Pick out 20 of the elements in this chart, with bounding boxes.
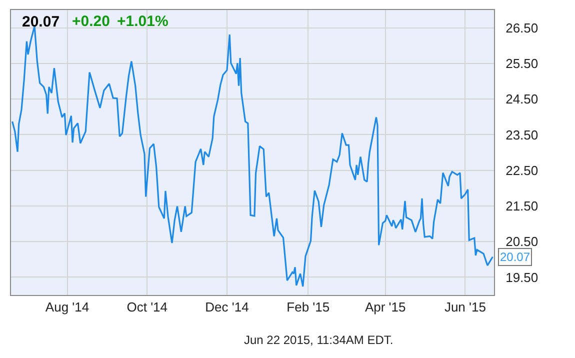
- x-tick-label: Jun '15: [444, 300, 486, 315]
- x-tick-label: Oct '14: [126, 300, 168, 315]
- y-tick-label: 20.50: [506, 234, 538, 250]
- x-tick-label: Dec '14: [205, 300, 249, 315]
- x-tick-label: Feb '15: [286, 300, 330, 315]
- y-tick-label: 19.50: [506, 270, 538, 285]
- y-tick-label: 23.50: [506, 127, 538, 142]
- y-tick-label: 21.50: [506, 198, 538, 214]
- y-tick-label: 25.50: [506, 56, 538, 71]
- x-tick-label: Aug '14: [45, 300, 90, 315]
- annotation: +1.01%: [117, 13, 168, 30]
- chart-title: 20.07: [22, 13, 60, 30]
- line-series: [12, 25, 494, 288]
- y-tick-label: 22.50: [506, 162, 538, 178]
- y-tick-label: 24.50: [506, 92, 538, 107]
- y-tick-label: 26.50: [506, 20, 538, 36]
- annotation: +0.20: [72, 13, 110, 30]
- x-tick-label: Apr '15: [364, 300, 406, 315]
- data-label: 20.07: [500, 250, 530, 264]
- text: Jun 22 2015, 11:34AM EDT.: [244, 333, 394, 347]
